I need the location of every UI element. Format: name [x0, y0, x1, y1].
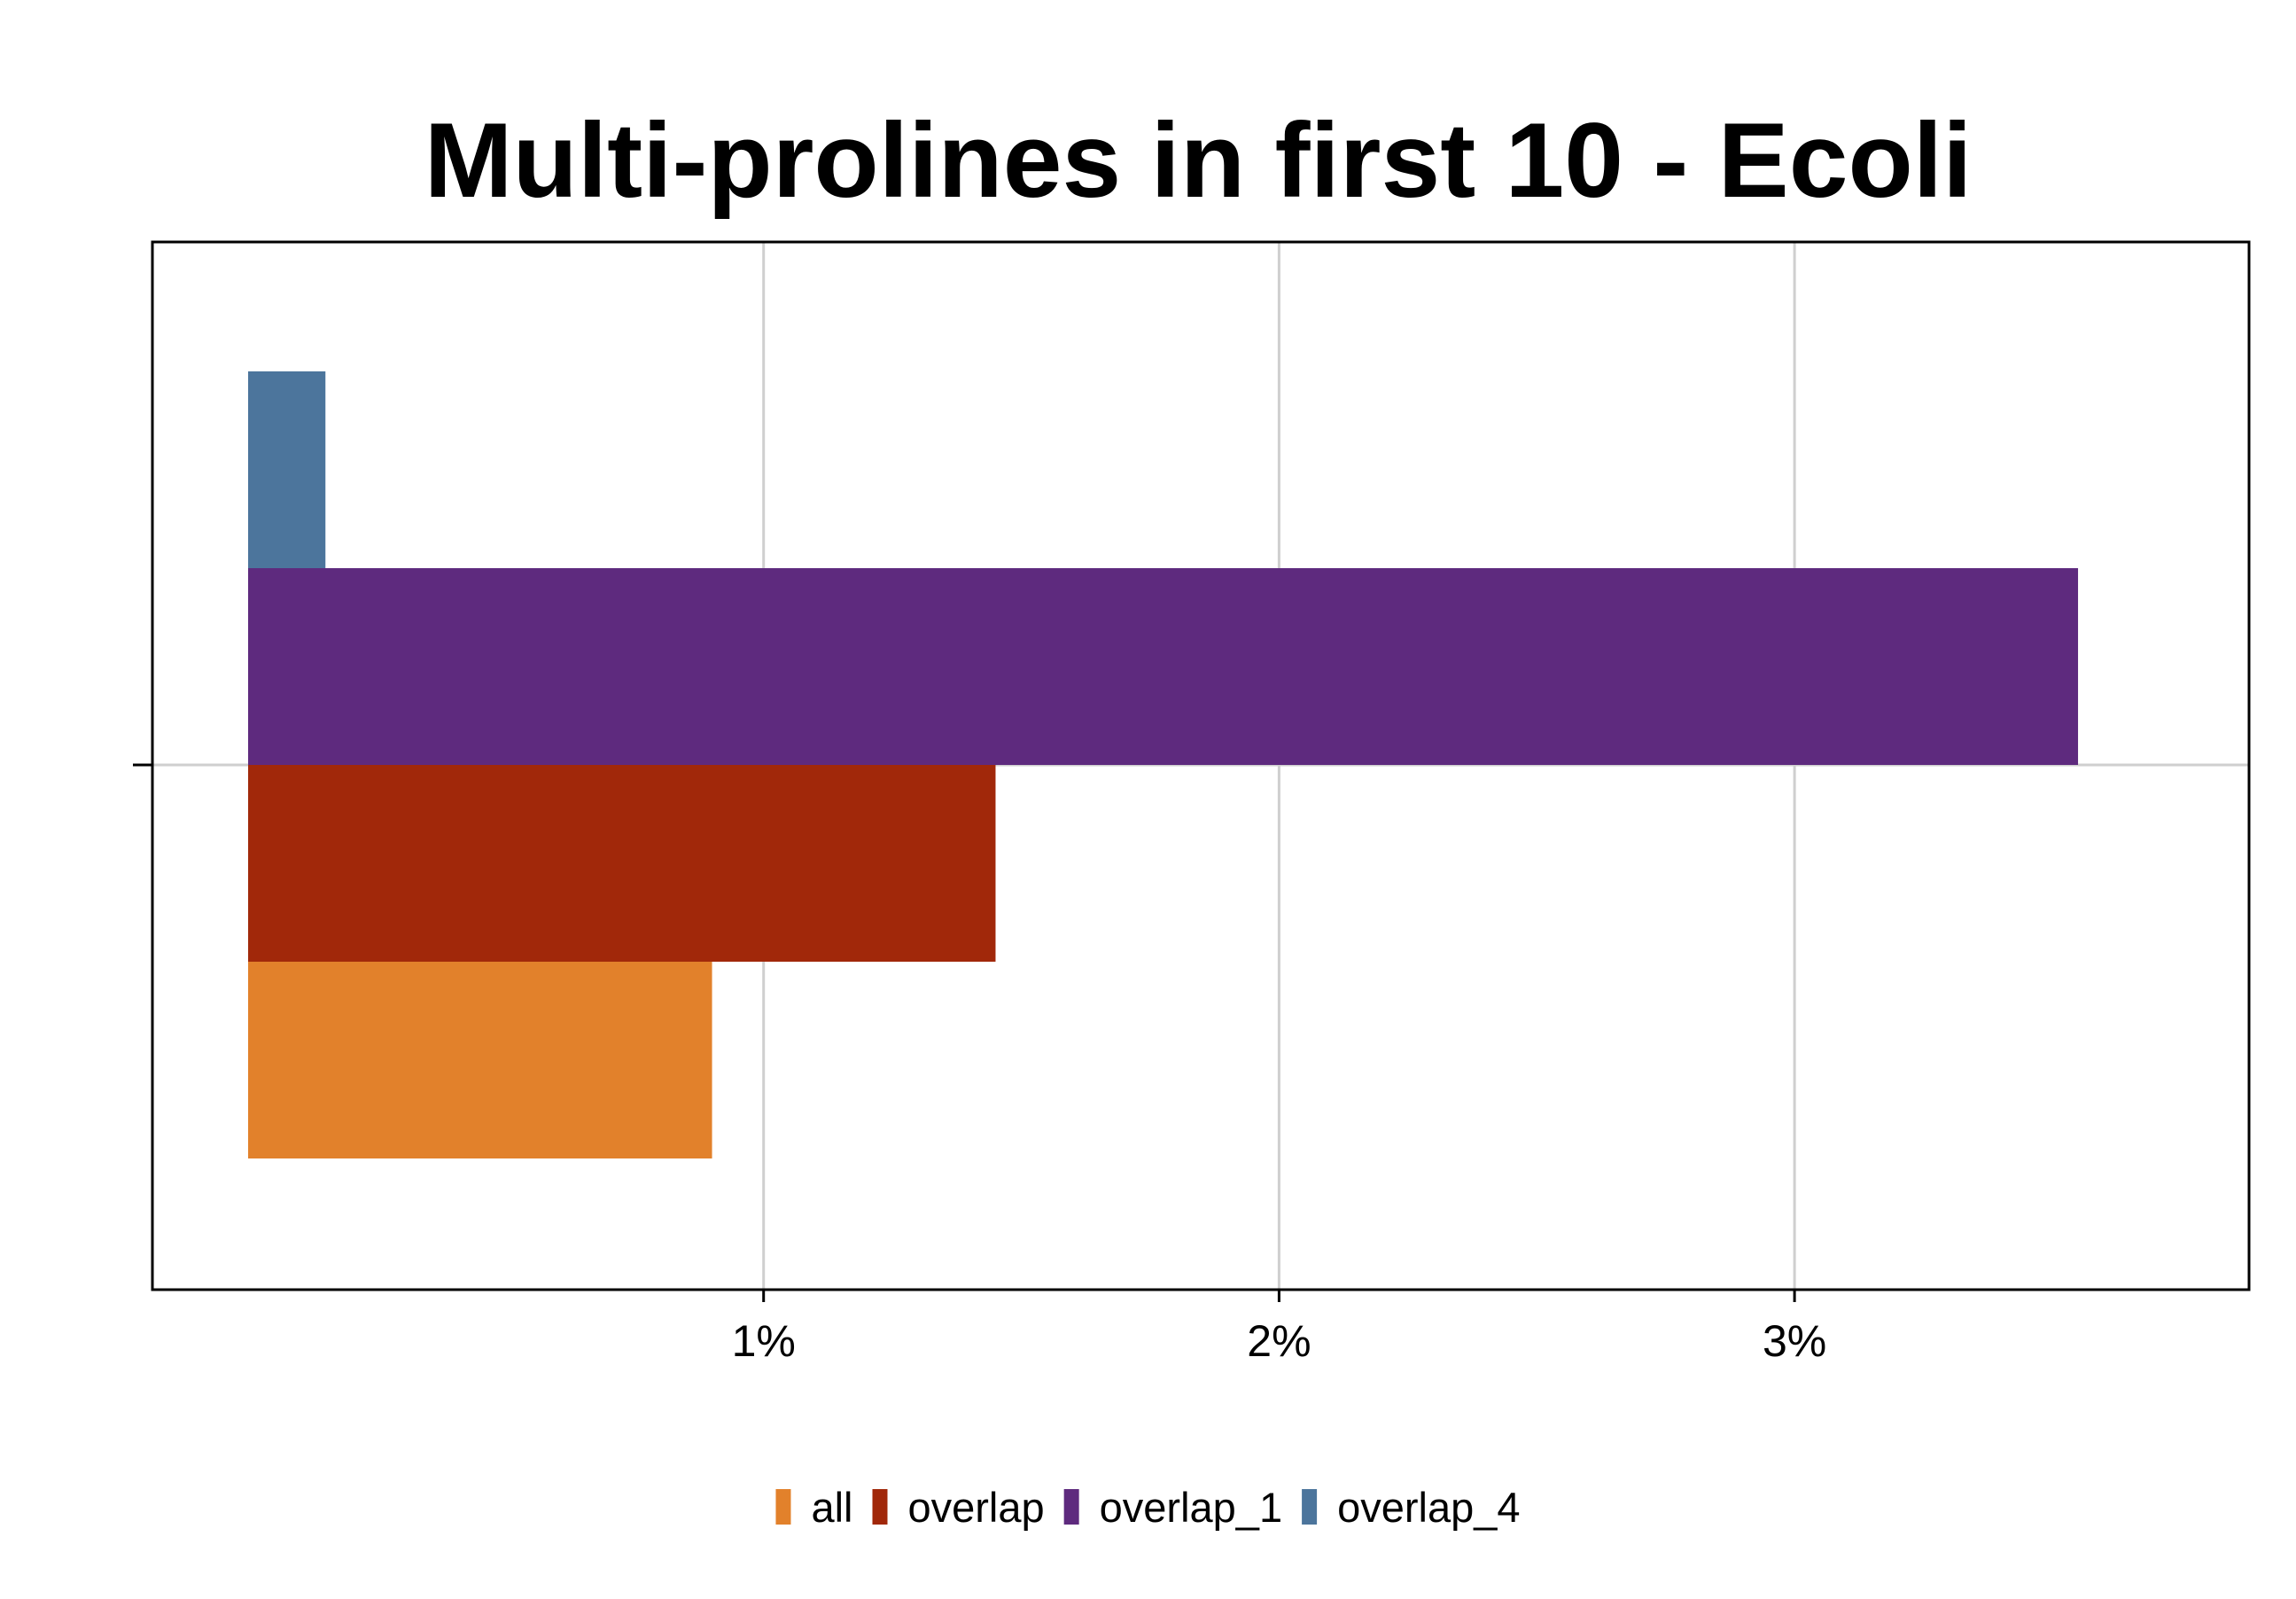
- x-tick-label-1: 1%: [732, 1316, 796, 1366]
- bar-all: [248, 962, 712, 1158]
- legend-item-overlap-1: overlap_1: [1063, 1484, 1282, 1531]
- legend-item-all: all: [775, 1484, 853, 1531]
- legend-label: all: [811, 1484, 852, 1531]
- legend-label: overlap_4: [1337, 1484, 1520, 1531]
- legend-swatch: [1302, 1489, 1318, 1525]
- x-tick-label-2: 2%: [1247, 1316, 1311, 1366]
- bar-overlap: [248, 765, 996, 962]
- x-axis: 1% 2% 3%: [133, 763, 1826, 1366]
- chart-title: Multi-prolines in first 10 - Ecoli: [424, 101, 1973, 220]
- legend-label: overlap: [908, 1484, 1045, 1531]
- bars: [248, 371, 2079, 1158]
- legend-label: overlap_1: [1100, 1484, 1282, 1531]
- legend-swatch: [872, 1489, 888, 1525]
- bar-overlap-4: [248, 371, 326, 568]
- x-tick-label-3: 3%: [1763, 1316, 1826, 1366]
- legend-swatch: [1063, 1489, 1079, 1525]
- legend-swatch: [775, 1489, 791, 1525]
- legend: all overlap overlap_1 overlap_4: [775, 1484, 1521, 1531]
- bar-overlap-1: [248, 568, 2079, 765]
- legend-item-overlap: overlap: [872, 1484, 1045, 1531]
- legend-item-overlap-4: overlap_4: [1302, 1484, 1521, 1531]
